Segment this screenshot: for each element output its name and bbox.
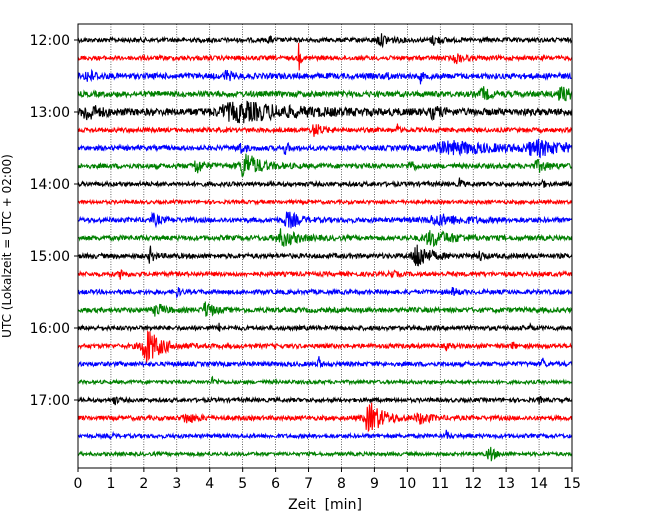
x-axis-ticks: 0 1 2 3 4 5 6 7 8 9 10 11 12 13 14 15 [74,468,581,492]
x-tick-label: 11 [431,476,449,492]
x-tick-label: 9 [370,476,379,492]
seismogram-trace [77,402,573,433]
seismogram-trace [77,100,573,124]
seismogram-trace [77,269,573,280]
plot-frame [77,23,573,469]
x-tick-label: 14 [530,476,548,492]
x-tick-label: 1 [106,476,115,492]
seismogram-trace [77,322,573,333]
seismogram-trace [77,33,573,49]
y-tick-label: 13:00 [30,105,70,121]
x-tick-label: 12 [464,476,482,492]
seismogram-trace [77,244,573,267]
x-tick-label: 5 [238,476,247,492]
seismogram-trace [77,198,573,206]
seismogram-trace [77,211,573,229]
x-gridlines [110,24,540,468]
y-axis-ticks: 12:00 13:00 14:00 15:00 16:00 17:00 [30,33,78,409]
seismogram-trace [77,286,573,300]
x-tick-label: 7 [304,476,313,492]
x-tick-label: 2 [139,476,148,492]
y-axis-label: UTC (Lokalzeit = UTC + 02:00) [0,154,14,338]
y-tick-label: 16:00 [30,321,70,337]
seismogram-trace [77,177,573,189]
x-tick-label: 6 [271,476,280,492]
x-axis-label: Zeit [min] [288,497,362,513]
seismogram-trace [77,301,573,317]
x-tick-label: 4 [205,476,214,492]
x-tick-label: 3 [172,476,181,492]
seismogram-trace [77,68,573,85]
seismogram-trace [77,395,573,406]
seismogram-trace [77,330,573,363]
y-tick-label: 12:00 [30,33,70,49]
seismogram-trace [77,356,573,369]
seismogram-trace [77,429,573,441]
x-tick-label: 0 [74,476,83,492]
x-tick-label: 15 [563,476,581,492]
y-tick-label: 17:00 [30,393,70,409]
seismogram-trace [77,86,573,102]
x-tick-label: 8 [337,476,346,492]
seismogram-trace [77,123,573,137]
seismogram-trace [77,42,573,71]
seismogram-trace [77,375,573,386]
y-tick-label: 15:00 [30,249,70,265]
seismogram-traces [77,33,573,462]
y-tick-label: 14:00 [30,177,70,193]
x-tick-label: 13 [497,476,515,492]
seismogram-trace [77,138,573,159]
seismogram-trace [77,228,573,248]
seismogram-trace [77,446,573,462]
x-tick-label: 10 [398,476,416,492]
seismogram-trace [77,153,573,177]
